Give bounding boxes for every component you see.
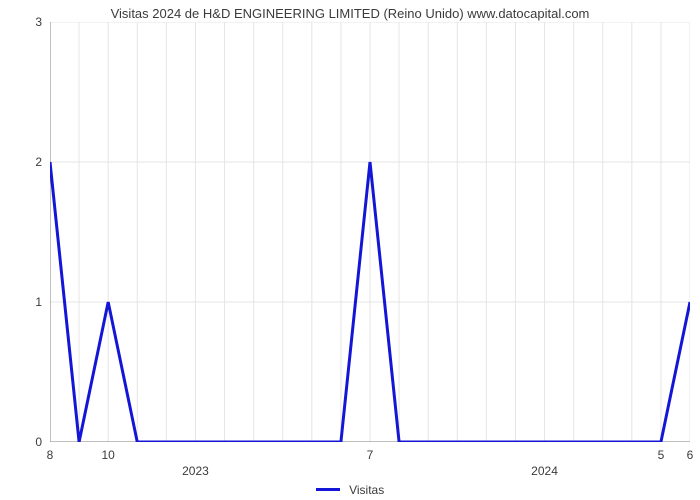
y-tick-label: 2 <box>35 155 42 169</box>
chart-svg <box>50 22 690 442</box>
x-year-label: 2024 <box>531 464 558 478</box>
legend-swatch <box>316 488 340 491</box>
chart-title: Visitas 2024 de H&D ENGINEERING LIMITED … <box>0 6 700 21</box>
x-tick-label: 5 <box>658 448 665 462</box>
x-tick-label: 7 <box>367 448 374 462</box>
x-tick-label: 10 <box>101 448 114 462</box>
y-tick-label: 3 <box>35 15 42 29</box>
x-tick-label: 6 <box>687 448 694 462</box>
x-tick-label: 8 <box>47 448 54 462</box>
plot-area: 012381075620232024 <box>50 22 690 442</box>
x-year-label: 2023 <box>182 464 209 478</box>
y-tick-label: 1 <box>35 295 42 309</box>
legend-label: Visitas <box>349 483 384 497</box>
y-tick-label: 0 <box>35 435 42 449</box>
legend: Visitas <box>0 482 700 497</box>
